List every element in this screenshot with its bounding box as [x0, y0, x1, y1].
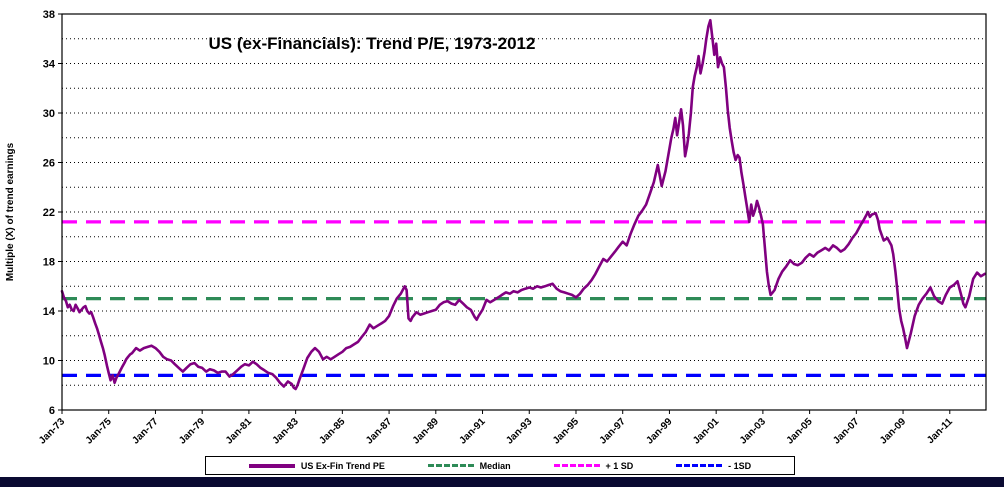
legend-label-median: Median [479, 460, 511, 471]
y-tick-label: 26 [43, 158, 55, 170]
x-tick-label: Jan-79 [177, 416, 207, 446]
legend-label-1sd: - 1SD [728, 460, 752, 471]
y-tick-label: 14 [43, 306, 56, 318]
reference-lines [62, 220, 986, 377]
x-tick-label: Jan-11 [925, 416, 955, 446]
legend-label-us-ex-fin-trend-pe: US Ex-Fin Trend PE [300, 460, 385, 471]
x-tick-label: Jan-03 [738, 416, 768, 446]
x-axis-ticks: Jan-73 Jan-75 Jan-77 Jan-79 Jan-81 Jan-83 Jan-… [37, 410, 955, 447]
y-tick-label: 38 [43, 9, 55, 21]
legend-line-sample-us-ex-fin-trend-pe [248, 463, 295, 468]
y-tick-label: 34 [43, 59, 56, 71]
legend-line-sample-1sd [676, 464, 723, 467]
x-tick-label: Jan-91 [457, 416, 487, 446]
x-tick-label: Jan-01 [691, 416, 721, 446]
x-tick-label: Jan-87 [364, 416, 394, 446]
x-tick-label: Jan-07 [831, 416, 861, 446]
chart-title: US (ex-Financials): Trend P/E, 1973-2012 [209, 34, 536, 53]
y-tick-label: 10 [43, 356, 55, 368]
series-lines [60, 18, 987, 391]
x-tick-label: Jan-09 [878, 416, 908, 446]
plot-area [62, 14, 986, 410]
y-tick-label: 30 [43, 108, 55, 120]
x-tick-label: Jan-05 [785, 416, 815, 446]
y-axis-ticks: 6 10 14 18 22 26 30 34 38 [43, 9, 62, 417]
x-tick-label: Jan-89 [411, 416, 441, 446]
legend-item-us-ex-fin-trend-pe: US Ex-Fin Trend PE [248, 460, 385, 471]
bottom-bar [0, 477, 1004, 487]
x-tick-label: Jan-81 [224, 416, 254, 446]
x-tick-label: Jan-97 [598, 416, 628, 446]
y-axis-title: Multiple (X) of trend earnings [5, 142, 16, 281]
plot-border [61, 13, 987, 411]
x-tick-label: Jan-99 [644, 416, 674, 446]
legend-item-1sd: - 1SD [676, 461, 751, 471]
x-tick-label: Jan-95 [551, 416, 581, 446]
y-tick-label: 22 [43, 207, 55, 219]
legend-label-1-sd: + 1 SD [605, 460, 634, 471]
x-tick-label: Jan-83 [271, 416, 301, 446]
legend: US Ex-Fin Trend PE Median + 1 SD - 1SD [205, 456, 795, 475]
y-tick-label: 6 [49, 405, 55, 417]
legend-item-median: Median [427, 460, 511, 471]
legend-line-sample-1-sd [553, 464, 600, 467]
x-tick-label: Jan-73 [37, 416, 67, 446]
y-tick-label: 18 [43, 257, 55, 269]
legend-line-sample-median [427, 464, 474, 467]
x-tick-label: Jan-85 [317, 416, 347, 446]
x-tick-label: Jan-77 [130, 416, 160, 446]
x-tick-label: Jan-75 [84, 416, 114, 446]
legend-item-1-sd: + 1 SD [553, 460, 634, 471]
series-line-us-ex-fin-trend-pe [60, 18, 987, 391]
x-tick-label: Jan-93 [504, 416, 534, 446]
